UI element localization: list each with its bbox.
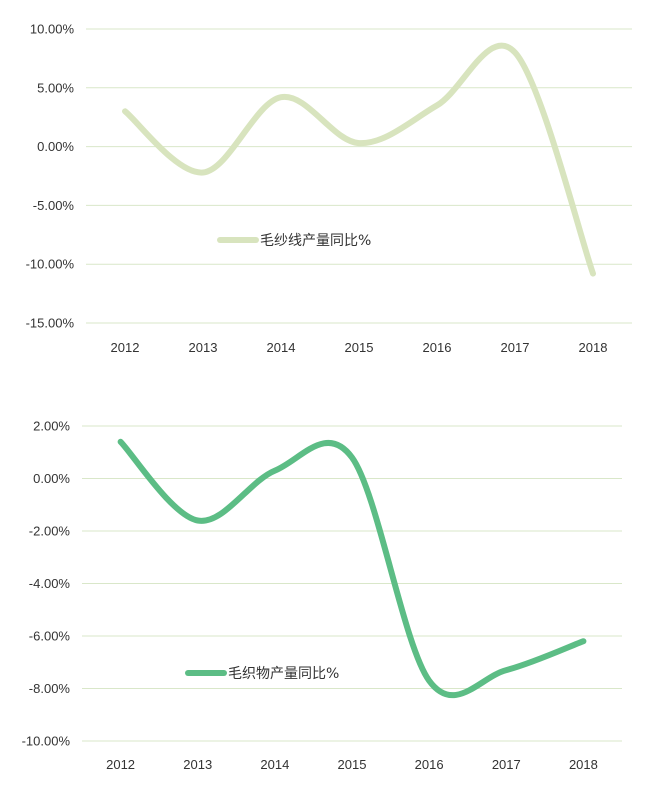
bottom-chart-y-tick-label: -2.00% [29,524,71,539]
top-chart-x-tick-label: 2014 [267,340,296,355]
top-chart-x-tick-label: 2017 [501,340,530,355]
bottom-chart-x-tick-label: 2012 [106,757,135,772]
top-chart-x-tick-label: 2016 [423,340,452,355]
top-chart-x-tick-label: 2015 [345,340,374,355]
bottom-chart-x-tick-label: 2014 [260,757,289,772]
bottom-chart-x-tick-label: 2016 [415,757,444,772]
top-chart-x-tick-label: 2018 [579,340,608,355]
chart-fabric-output: 2.00% 0.00% -2.00% -4.00% -6.00% -8.00% -10.00… [0,400,658,788]
bottom-chart-series-line [117,438,587,699]
bottom-chart-y-tick-label: 0.00% [33,471,70,486]
chart-yarn-output-svg: 10.00% 5.00% 0.00% -5.00% -10.00% -15.00% 2012… [26,22,632,355]
bottom-chart-y-tick-label: -4.00% [29,576,71,591]
top-chart-y-tick-label: -5.00% [33,198,75,213]
bottom-chart-x-tick-label: 2017 [492,757,521,772]
top-chart-y-tick-label: -15.00% [26,316,75,331]
bottom-chart-y-tick-label: 2.00% [33,419,70,434]
bottom-chart-x-tick-label: 2013 [183,757,212,772]
top-chart-y-tick-label: -10.00% [26,257,75,272]
top-chart-y-tick-label: 10.00% [30,22,75,37]
top-chart-x-tick-label: 2012 [111,340,140,355]
bottom-chart-legend-label: 毛织物产量同比% [228,666,339,682]
top-chart-x-tick-label: 2013 [189,340,218,355]
top-chart-y-tick-label: 5.00% [37,80,74,95]
top-chart-y-tick-label: 0.00% [37,139,74,154]
top-chart-legend-label: 毛纱线产量同比% [260,233,371,249]
bottom-chart-x-tick-label: 2018 [569,757,598,772]
chart-yarn-output: 10.00% 5.00% 0.00% -5.00% -10.00% -15.00% 2012… [0,0,658,380]
bottom-chart-y-tick-label: -6.00% [29,629,71,644]
bottom-chart-x-tick-label: 2015 [338,757,367,772]
bottom-chart-y-tick-label: -8.00% [29,681,71,696]
chart-fabric-output-svg: 2.00% 0.00% -2.00% -4.00% -6.00% -8.00% -10.00… [22,419,622,772]
bottom-chart-y-tick-label: -10.00% [22,734,71,749]
